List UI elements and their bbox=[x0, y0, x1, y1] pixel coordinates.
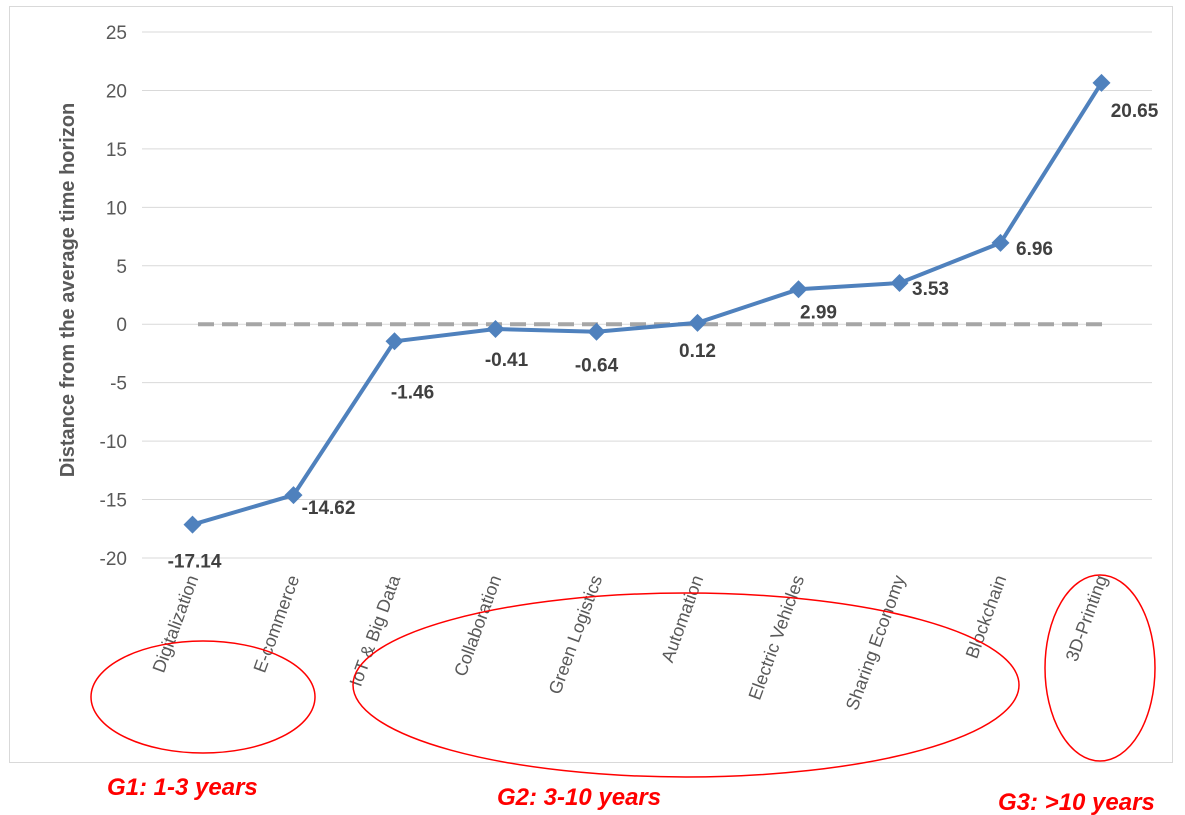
group-annotations: G1: 1-3 years G2: 3-10 years G3: >10 yea… bbox=[90, 574, 1156, 815]
data-label: -0.41 bbox=[485, 350, 529, 371]
category-label: Automation bbox=[657, 573, 707, 665]
series-group bbox=[183, 73, 1111, 534]
data-point bbox=[587, 322, 606, 341]
gridlines bbox=[142, 31, 1152, 559]
y-tick-label: 20 bbox=[106, 81, 127, 102]
category-label: Sharing Economy bbox=[842, 573, 909, 713]
data-point bbox=[890, 273, 909, 292]
group-g1-label: G1: 1-3 years bbox=[107, 774, 258, 801]
chart-frame bbox=[9, 6, 1173, 763]
category-label: Digitalization bbox=[149, 573, 203, 676]
y-tick-label: 10 bbox=[106, 198, 127, 219]
y-tick-label: 5 bbox=[116, 257, 127, 278]
category-label: Collaboration bbox=[450, 573, 505, 680]
category-label: IoT & Big Data bbox=[346, 572, 405, 689]
category-labels: Digitalization E-commerce IoT & Big Data Co… bbox=[149, 572, 1112, 713]
category-label: Electric Vehicles bbox=[745, 573, 809, 703]
data-label: -17.14 bbox=[168, 552, 222, 573]
y-tick-label: 25 bbox=[106, 23, 127, 44]
group-g2-ellipse bbox=[352, 592, 1020, 778]
data-point bbox=[284, 486, 303, 505]
series-line bbox=[191, 81, 1104, 527]
y-tick-label: 0 bbox=[116, 315, 127, 336]
y-tick-label: -10 bbox=[100, 432, 127, 453]
data-point bbox=[789, 280, 808, 299]
group-g2-label: G2: 3-10 years bbox=[497, 784, 661, 811]
data-label: 6.96 bbox=[1016, 239, 1053, 260]
category-label: Green Logistics bbox=[545, 573, 607, 697]
y-tick-label: -5 bbox=[110, 374, 127, 395]
group-g3-label: G3: >10 years bbox=[998, 789, 1155, 815]
y-axis-title: Distance from the average time horizon bbox=[57, 103, 79, 478]
data-point bbox=[1092, 73, 1111, 92]
data-labels: -17.14 -14.62 -1.46 -0.41 -0.64 0.12 2.99 3.53 6… bbox=[168, 101, 1159, 573]
y-tick-label: -20 bbox=[100, 549, 127, 570]
y-tick-label: 15 bbox=[106, 140, 127, 161]
category-label: E-commerce bbox=[250, 573, 304, 676]
data-label: -0.64 bbox=[575, 356, 619, 377]
group-g1-ellipse bbox=[90, 640, 316, 754]
category-label: 3D-Printing bbox=[1062, 573, 1112, 664]
data-point bbox=[991, 233, 1010, 252]
data-point bbox=[486, 320, 505, 339]
data-label: -1.46 bbox=[391, 382, 434, 403]
data-label: 20.65 bbox=[1111, 101, 1159, 122]
group-g3-ellipse bbox=[1044, 574, 1156, 762]
data-label: -14.62 bbox=[302, 498, 356, 519]
data-point bbox=[385, 332, 404, 351]
data-point bbox=[183, 515, 202, 534]
data-label: 2.99 bbox=[800, 302, 837, 323]
y-tick-label: -15 bbox=[100, 491, 127, 512]
data-point bbox=[688, 313, 707, 332]
data-label: 3.53 bbox=[912, 279, 949, 300]
data-label: 0.12 bbox=[679, 341, 716, 362]
category-label: Blockchain bbox=[962, 573, 1011, 662]
y-tick-labels: 25 20 15 10 5 0 -5 -10 -15 -20 bbox=[100, 23, 127, 570]
